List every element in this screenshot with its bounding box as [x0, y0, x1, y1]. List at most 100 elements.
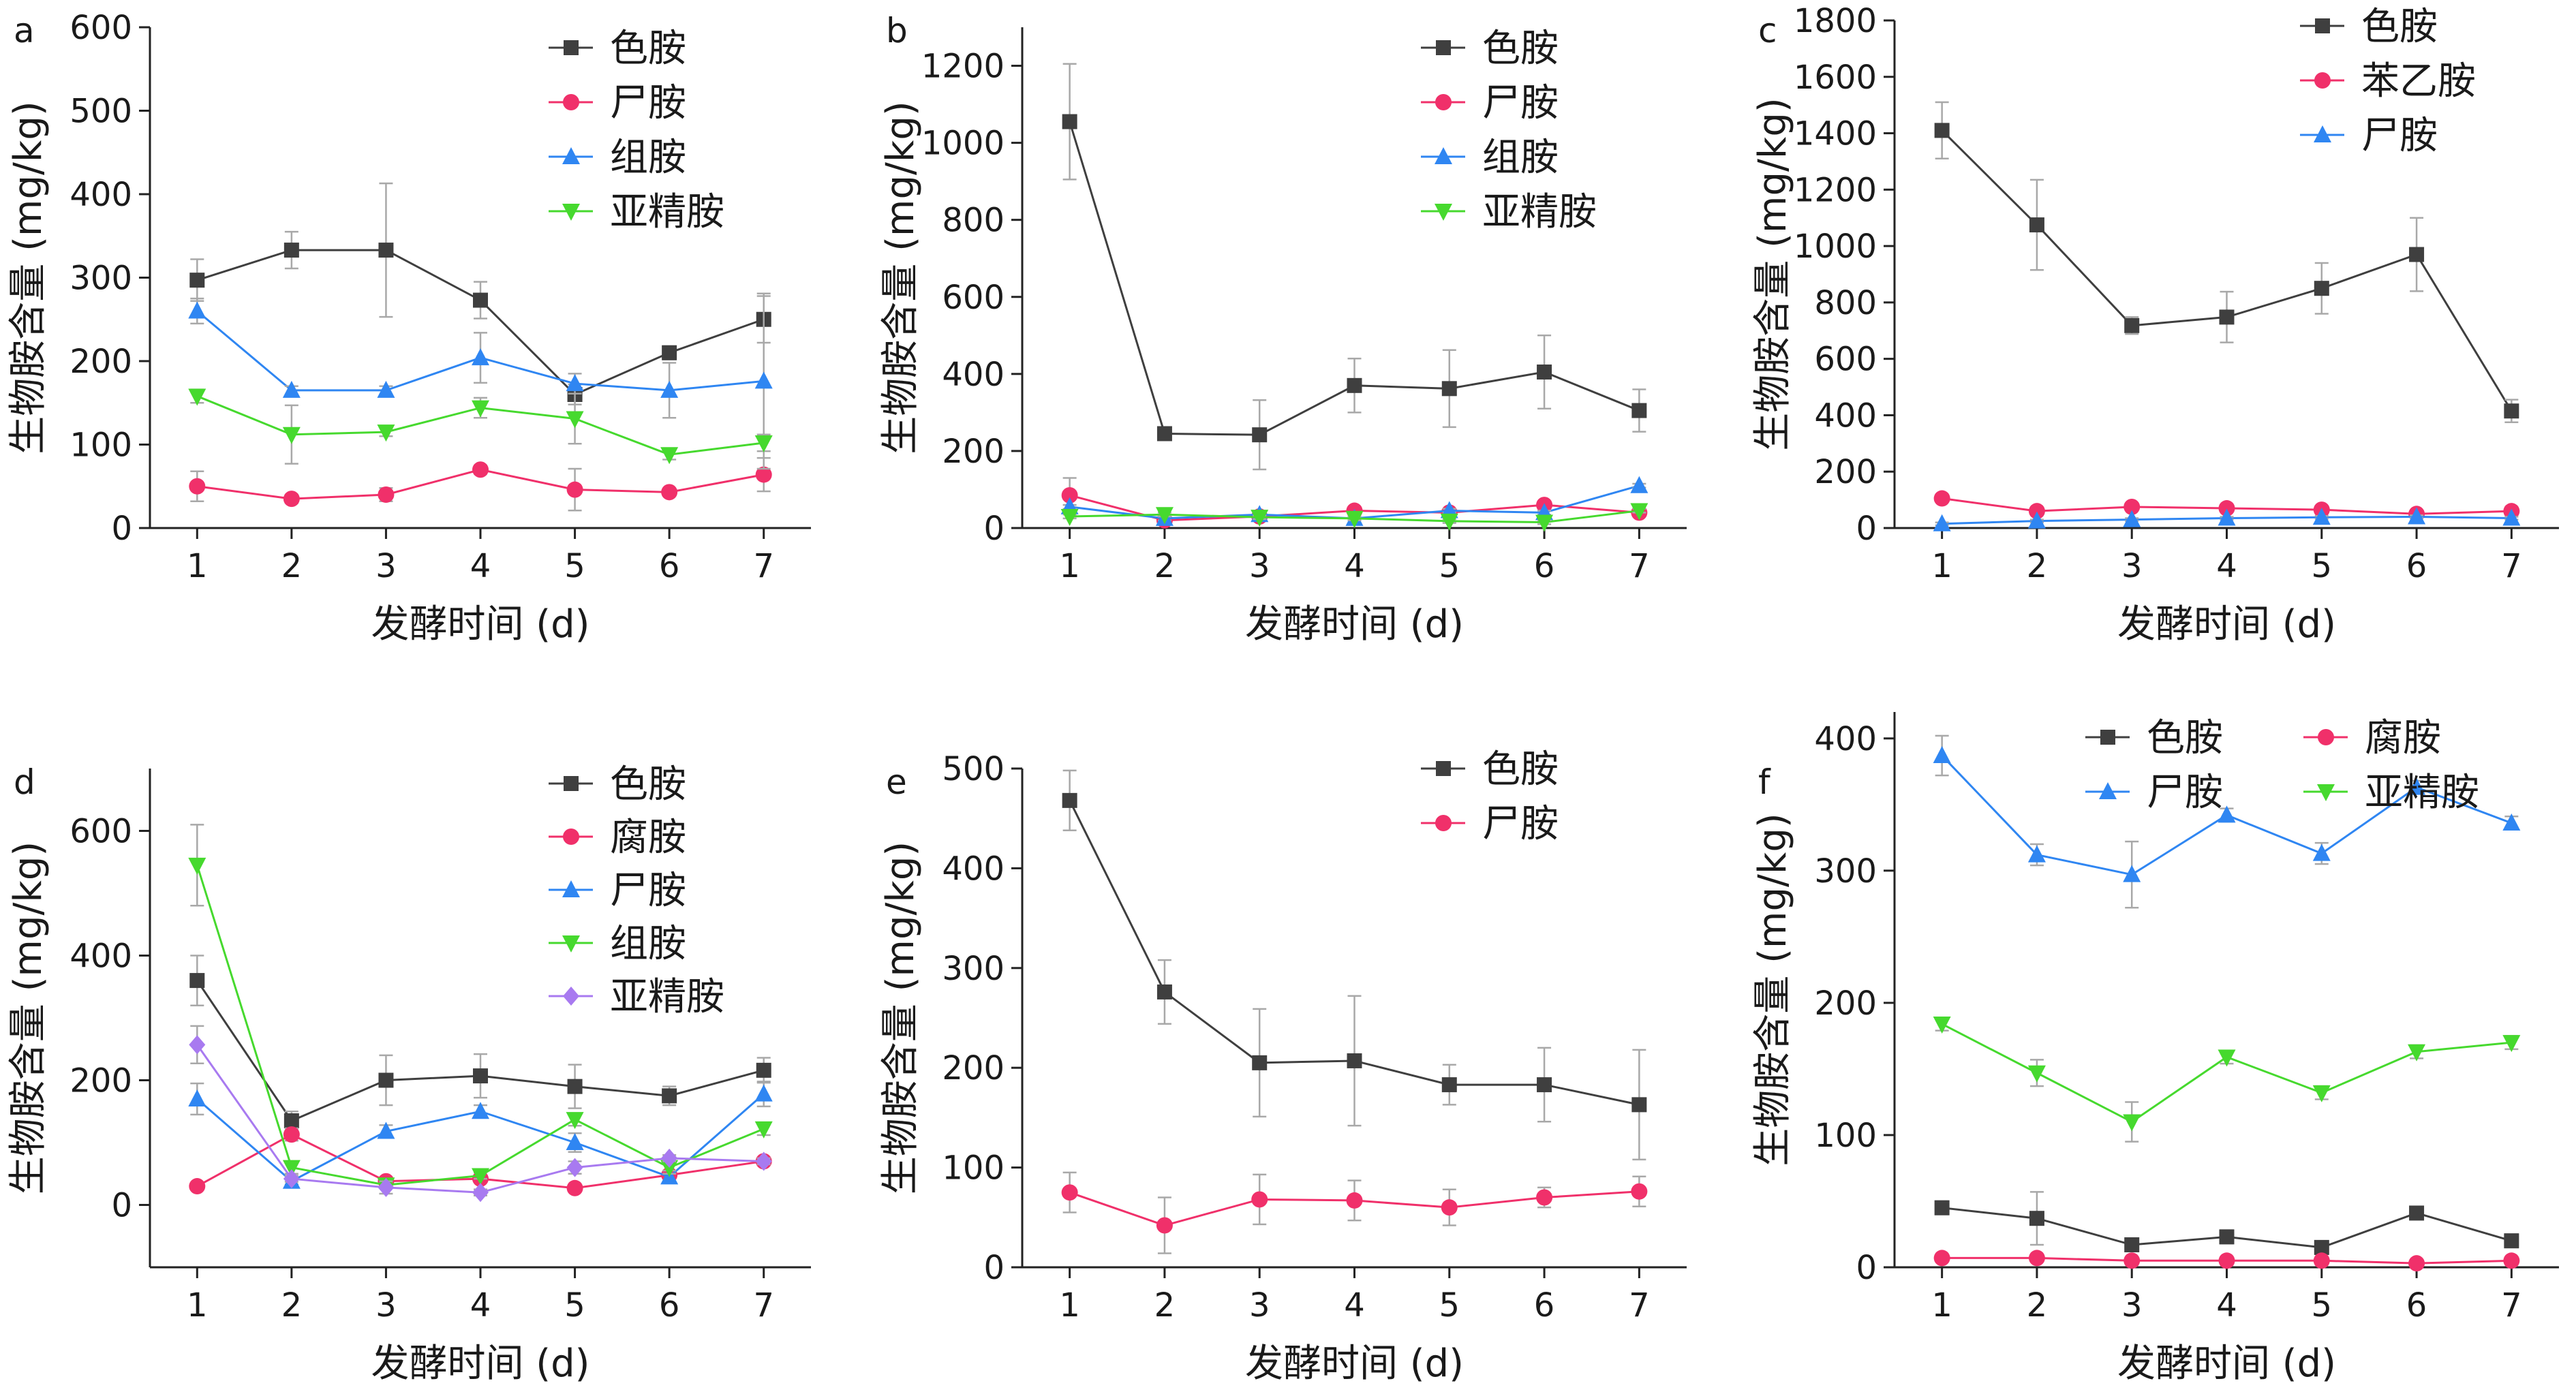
legend-label: 色胺 [2361, 5, 2438, 49]
data-point [1156, 984, 1172, 1000]
data-point [566, 481, 583, 498]
y-tick-label: 1200 [1794, 171, 1877, 209]
x-tick-label: 7 [2501, 1286, 2522, 1325]
data-point [283, 1113, 299, 1128]
data-point [188, 301, 206, 319]
y-tick-label: 400 [942, 850, 1005, 888]
data-point [2313, 1252, 2330, 1269]
x-axis-title: 发酵时间 (d) [371, 1342, 589, 1386]
data-point [662, 345, 677, 360]
panel-letter: a [14, 11, 35, 50]
data-point [2218, 1049, 2236, 1067]
data-point [378, 243, 394, 258]
data-point [2409, 247, 2425, 262]
x-axis-title: 发酵时间 (d) [2117, 602, 2336, 647]
y-tick-label: 200 [942, 1049, 1005, 1087]
legend-label: 色胺 [2147, 716, 2223, 760]
y-tick-label: 100 [942, 1149, 1005, 1188]
data-point [1933, 490, 1950, 507]
legend-marker [562, 204, 580, 221]
data-point [1346, 1192, 1363, 1209]
y-tick-label: 300 [70, 260, 132, 298]
data-point [1630, 503, 1649, 521]
data-point [282, 1160, 301, 1177]
legend-entry: 尸胺 [2300, 114, 2438, 158]
data-point [660, 447, 679, 465]
data-point [1061, 1184, 1078, 1201]
data-point [1933, 1016, 1951, 1034]
x-tick-label: 3 [1249, 547, 1270, 585]
data-point [473, 292, 488, 308]
data-point [1061, 486, 1078, 504]
legend-entry: 腐胺 [549, 816, 686, 860]
x-tick-label: 4 [1344, 1286, 1365, 1325]
y-tick-label: 300 [1814, 852, 1877, 890]
legend-entry: 腐胺 [2303, 716, 2441, 760]
y-tick-label: 1600 [1794, 59, 1877, 97]
series-line [1941, 129, 2513, 412]
x-tick-label: 1 [1059, 1286, 1080, 1325]
data-point [2312, 1085, 2331, 1102]
panel-letter: c [1758, 11, 1777, 50]
y-tick-label: 200 [70, 343, 132, 381]
panel-letter: e [886, 762, 907, 802]
data-point [2027, 845, 2046, 863]
y-tick-label: 0 [1856, 1249, 1877, 1287]
panel-letter: d [14, 762, 35, 802]
series-line [1941, 1023, 2512, 1124]
data-point [1441, 1077, 1457, 1093]
data-point [188, 1089, 206, 1106]
data-point [660, 380, 679, 398]
x-tick-label: 1 [1931, 1286, 1952, 1325]
legend-marker [1435, 815, 1452, 831]
y-axis-title: 生物胺含量 (mg/kg) [1751, 813, 1795, 1166]
data-point [1631, 1097, 1647, 1113]
data-point [1345, 510, 1364, 528]
x-tick-label: 6 [1534, 547, 1555, 585]
data-point [566, 1133, 584, 1150]
data-point [282, 427, 301, 444]
data-point [2408, 1044, 2426, 1062]
data-point [567, 1079, 583, 1094]
data-point [755, 1151, 772, 1171]
series-亚精胺 [1060, 503, 1649, 532]
data-point [756, 1062, 771, 1078]
legend-label: 腐胺 [610, 816, 686, 860]
x-axis-title: 发酵时间 (d) [2117, 1342, 2336, 1386]
y-tick-label: 400 [70, 176, 132, 214]
data-point [377, 380, 395, 398]
data-point [2502, 814, 2521, 831]
data-point [2027, 511, 2046, 529]
chart-panel-b: 0 200 400 600 800 1000 1200 1 2 3 4 5 6 7 发酵时间 (d) 生物胺含… [878, 11, 1687, 647]
data-point [2123, 1114, 2141, 1132]
x-tick-label: 2 [281, 547, 303, 585]
data-point [378, 1072, 394, 1088]
series-尸胺 [1933, 507, 2521, 531]
y-axis-title: 生物胺含量 (mg/kg) [878, 841, 923, 1194]
legend-entry: 亚精胺 [2303, 771, 2479, 815]
series-尸胺 [1061, 1171, 1648, 1254]
data-point [661, 1148, 678, 1168]
data-point [189, 973, 205, 989]
series-色胺 [1934, 1191, 2519, 1255]
data-point [2029, 217, 2044, 233]
data-point [1631, 1183, 1648, 1200]
legend-marker [564, 776, 579, 791]
x-tick-label: 2 [281, 1286, 303, 1325]
chart-panel-c: 0 200 400 600 800 1000 1200 1400 1600 1800 1 2 3 4 5 6 7… [1751, 2, 2559, 647]
y-axis-title: 生物胺含量 (mg/kg) [6, 841, 50, 1194]
legend-entry: 色胺 [2085, 716, 2223, 760]
legend-label: 亚精胺 [1482, 190, 1597, 234]
legend-marker [2100, 730, 2115, 745]
panel-letter: b [886, 11, 908, 50]
data-point [2028, 503, 2045, 520]
y-tick-label: 400 [70, 938, 132, 976]
data-point [1933, 514, 1951, 531]
data-point [1156, 1217, 1173, 1234]
data-point [2123, 1252, 2141, 1269]
legend-marker [1435, 204, 1452, 221]
x-tick-label: 3 [375, 547, 397, 585]
legend-label: 组胺 [1482, 136, 1559, 180]
x-tick-label: 6 [659, 547, 680, 585]
